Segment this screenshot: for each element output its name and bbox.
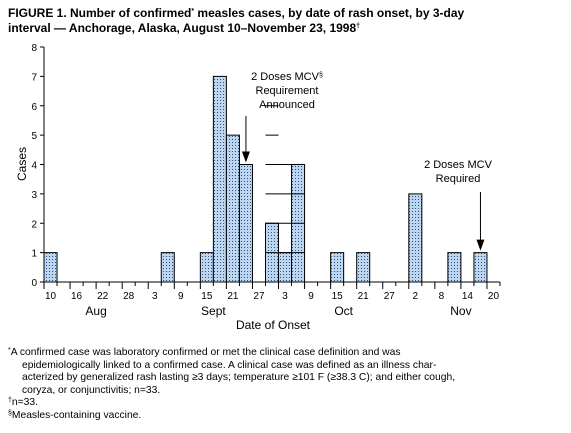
annotation-line: Requirement [256, 85, 319, 97]
month-label: Oct [334, 304, 353, 318]
bar [43, 252, 58, 283]
bar [447, 252, 462, 283]
y-tick-label: 6 [31, 102, 37, 113]
footnote-line: *A confirmed case was laboratory confirm… [8, 347, 563, 360]
bar [212, 75, 227, 283]
bar [199, 252, 214, 283]
x-tick-label: 27 [384, 291, 396, 302]
footnote-line: coryza, or conjunctivitis; n=33. [8, 385, 563, 398]
footnote-text: A confirmed case was laboratory confirme… [10, 347, 401, 358]
title-mark2: † [356, 23, 361, 30]
bar [473, 252, 488, 283]
y-tick-label: 0 [31, 278, 37, 289]
x-tick-label: 21 [358, 291, 370, 302]
month-label: Nov [450, 304, 471, 318]
footnote-text: Measles-containing vaccine. [11, 409, 142, 421]
y-tick-label: 2 [31, 219, 37, 230]
x-tick-label: 20 [488, 291, 500, 302]
x-tick-label: 14 [462, 291, 474, 302]
footnote-text: acterized by generalized rash lasting ≥3… [22, 372, 456, 384]
bar [238, 164, 253, 283]
footnote-line: †n=33. [8, 397, 563, 410]
bar [408, 193, 423, 283]
title-line1: FIGURE 1. Number of confirmed [8, 6, 192, 20]
bar [356, 252, 371, 283]
x-tick-label: 9 [308, 291, 314, 302]
x-tick-label: 22 [97, 291, 109, 302]
x-tick-label: 9 [178, 291, 184, 302]
x-axis-label: Date of Onset [236, 318, 311, 332]
annotation-arrowhead [476, 239, 485, 251]
figure-title: FIGURE 1. Number of confirmed* measles c… [8, 6, 563, 36]
footnotes: *A confirmed case was laboratory confirm… [8, 347, 563, 423]
x-tick-label: 10 [45, 291, 57, 302]
y-tick-label: 7 [31, 72, 37, 83]
x-tick-label: 3 [282, 291, 288, 302]
annotation-line: Announced [259, 99, 315, 111]
annotation-mark: § [319, 72, 323, 79]
bar [225, 134, 240, 283]
annotation-arrowhead [241, 151, 250, 163]
month-label: Sept [201, 304, 226, 318]
annotation-line: 2 Doses MCV [424, 159, 493, 171]
footnote-line: §Measles-containing vaccine. [8, 410, 563, 423]
footnote-text: epidemiologically linked to a confirmed … [22, 359, 437, 371]
bar [330, 252, 345, 283]
footnote-line: epidemiologically linked to a confirmed … [8, 360, 563, 373]
x-tick-label: 15 [332, 291, 344, 302]
bar [160, 252, 175, 283]
footnote-text: coryza, or conjunctivitis; n=33. [22, 384, 161, 396]
x-tick-label: 28 [123, 291, 135, 302]
footnote-mark: * [8, 347, 11, 354]
footnote-text: n=33. [11, 397, 38, 409]
x-tick-label: 27 [253, 291, 265, 302]
month-label: Aug [85, 304, 106, 318]
x-tick-label: 21 [227, 291, 239, 302]
footnote-line: acterized by generalized rash lasting ≥3… [8, 372, 563, 385]
y-tick-label: 4 [31, 161, 37, 172]
x-tick-label: 15 [201, 291, 213, 302]
y-tick-label: 8 [31, 43, 37, 54]
y-tick-label: 3 [31, 190, 37, 201]
y-tick-label: 1 [31, 249, 37, 260]
bar [278, 252, 293, 283]
y-axis-label: Cases [15, 147, 29, 181]
x-tick-label: 3 [152, 291, 158, 302]
x-tick-label: 8 [439, 291, 445, 302]
title-mark1: * [191, 8, 195, 15]
title-line1b: measles cases, by date of rash onset, by… [194, 6, 465, 20]
footnote-mark: § [8, 409, 12, 417]
annotation-line: Required [436, 173, 481, 185]
x-tick-label: 2 [413, 291, 419, 302]
y-tick-label: 5 [31, 131, 37, 142]
title-line2: interval — Anchorage, Alaska, August 10–… [8, 21, 357, 35]
x-tick-label: 16 [71, 291, 83, 302]
annotation-line: 2 Doses MCV§ [251, 71, 323, 83]
footnote-mark: † [8, 397, 12, 405]
